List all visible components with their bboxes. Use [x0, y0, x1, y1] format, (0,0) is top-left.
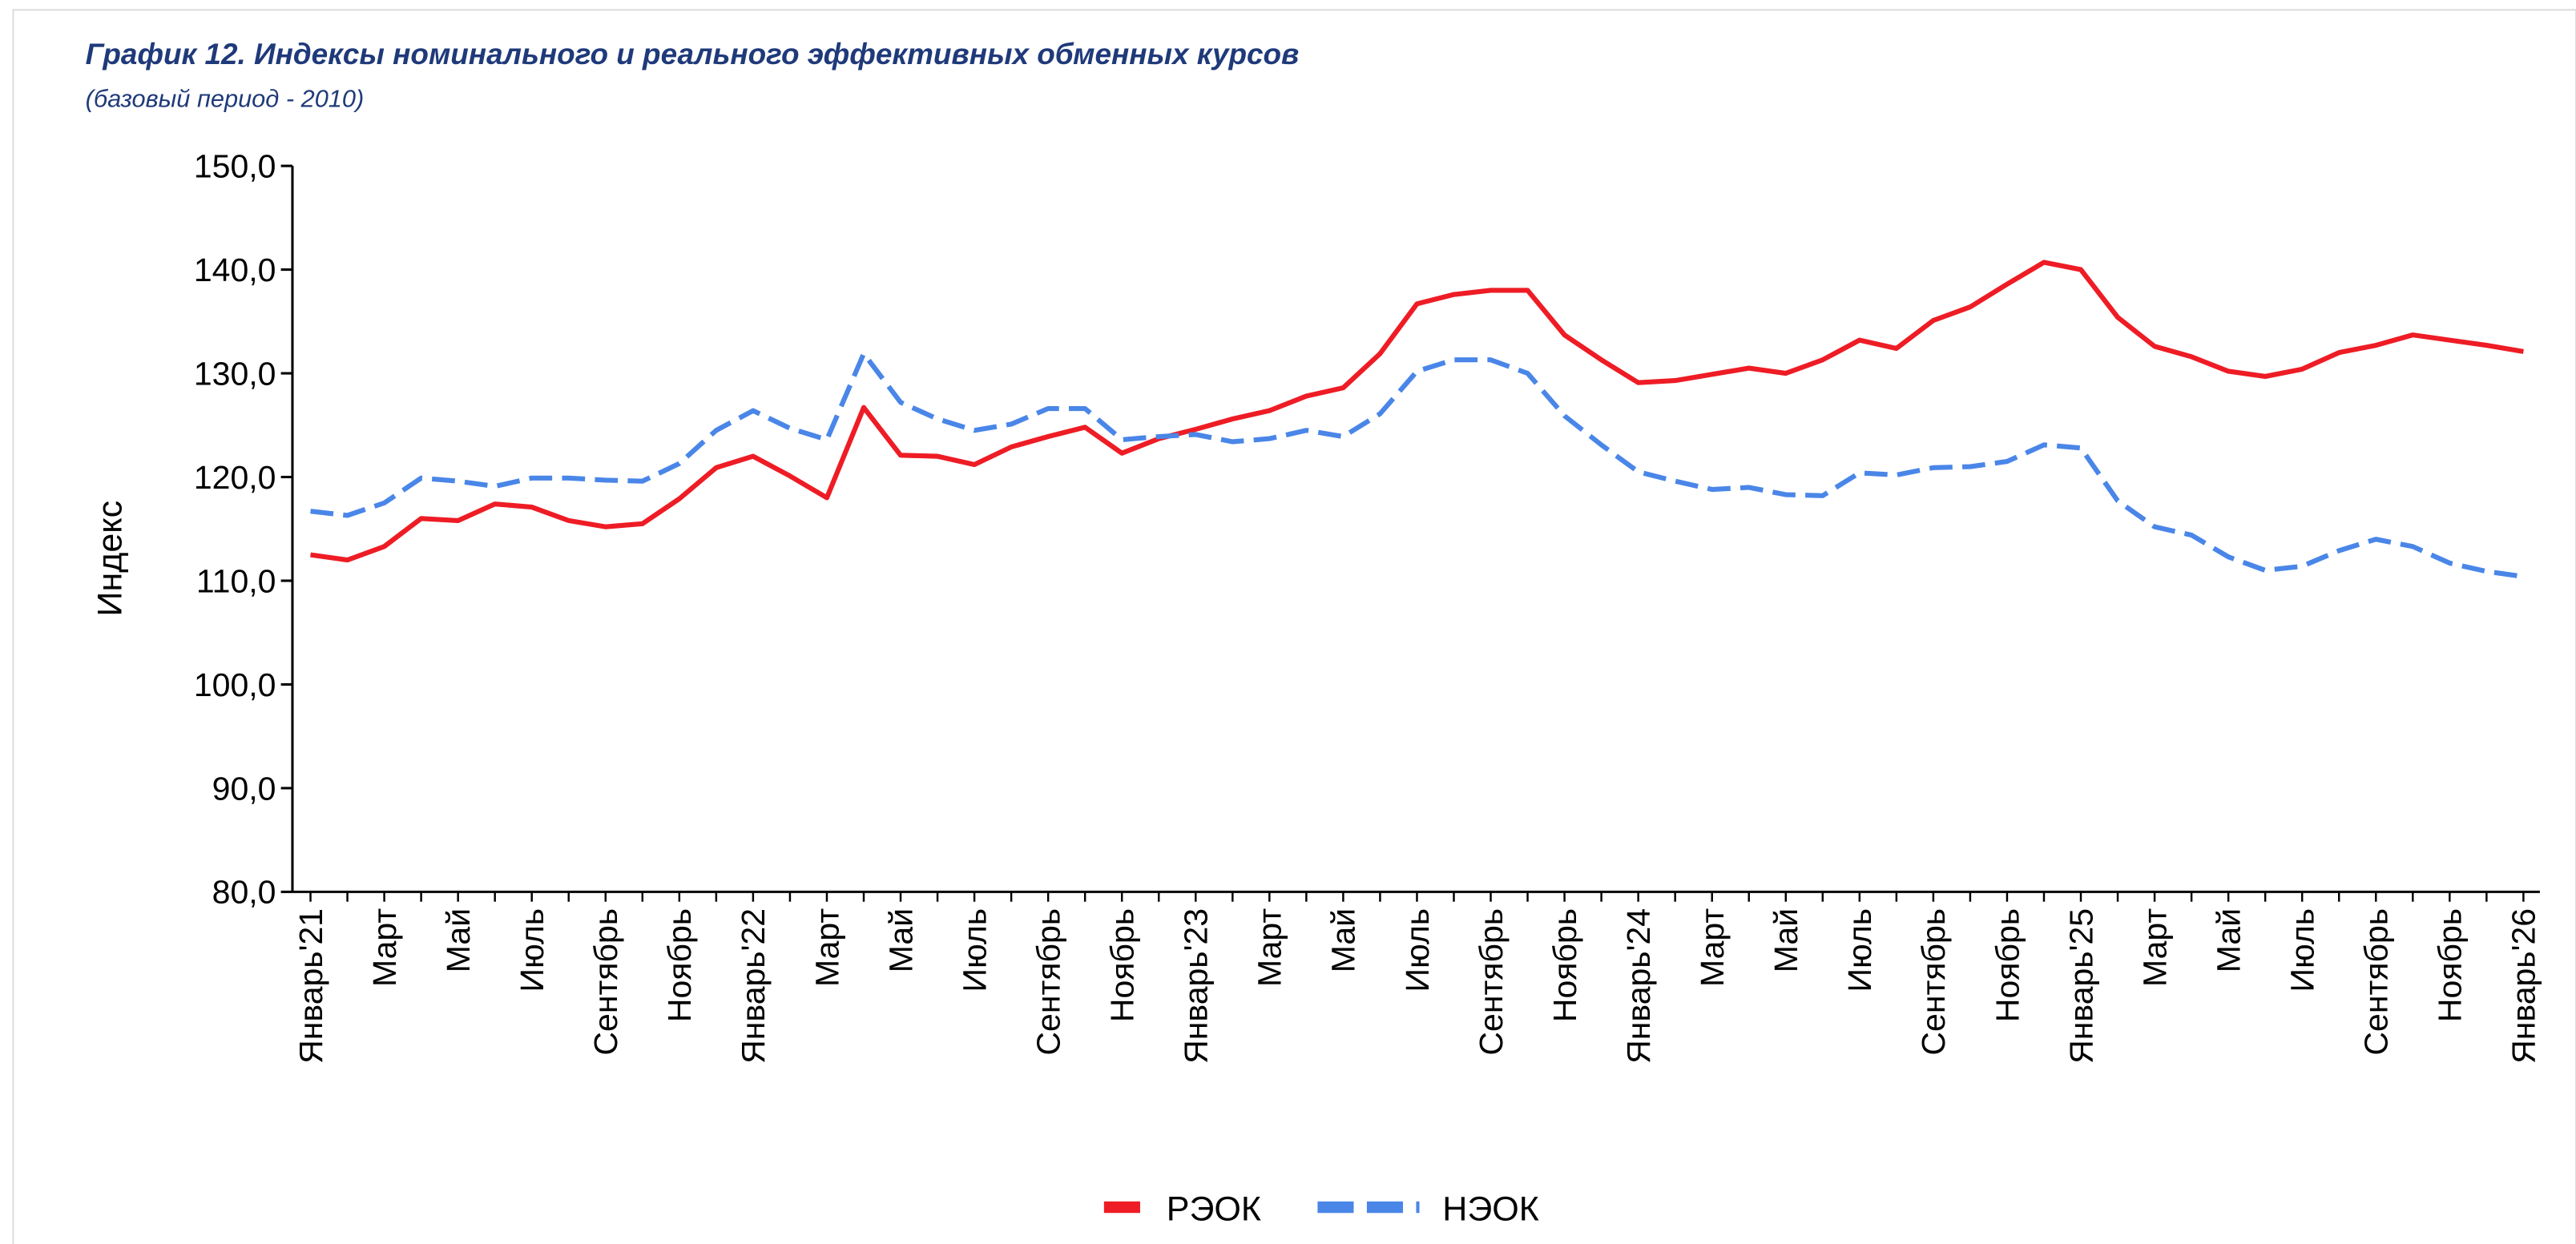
x-tick-label: Ноябрь [1104, 908, 1141, 1022]
legend-label: РЭОК [1167, 1190, 1261, 1228]
x-tick-label: Март [366, 908, 403, 987]
chart-title: График 12. Индексы номинального и реальн… [86, 38, 1300, 70]
x-tick-label: Январь'25 [2062, 908, 2099, 1064]
y-tick-label: 80,0 [212, 874, 276, 911]
x-tick-label: Ноябрь [1546, 908, 1583, 1022]
series-line [310, 351, 2524, 579]
x-tick-label: Январь'24 [1620, 908, 1657, 1064]
x-tick-label: Май [882, 908, 919, 972]
x-tick-label: Март [2136, 908, 2173, 987]
x-tick-label: Сентябрь [2358, 908, 2395, 1056]
x-tick-label: Март [1252, 908, 1288, 987]
y-tick-label: 110,0 [196, 562, 276, 599]
x-tick-label: Январь'23 [1178, 908, 1215, 1064]
x-tick-label: Март [1694, 908, 1731, 987]
x-tick-label: Ноябрь [661, 908, 698, 1022]
x-tick-label: Январь'21 [292, 908, 329, 1064]
x-tick-label: Июль [1399, 908, 1436, 992]
y-tick-label: 120,0 [194, 459, 276, 496]
series-line [310, 260, 2524, 563]
legend-label: НЭОК [1442, 1190, 1539, 1228]
y-tick-label: 140,0 [194, 252, 276, 288]
x-tick-label: Сентябрь [587, 908, 624, 1056]
x-tick-label: Июль [2284, 908, 2321, 992]
frame [12, 9, 2576, 1244]
x-tick-label: Январь'22 [735, 908, 772, 1064]
y-tick-label: 100,0 [194, 666, 276, 703]
y-tick-label: 150,0 [194, 147, 276, 184]
x-tick-label: Май [2210, 908, 2247, 972]
y-tick-label: 90,0 [212, 770, 276, 807]
x-tick-label: Июль [514, 908, 550, 992]
x-tick-label: Май [1768, 908, 1804, 972]
x-tick-label: Ноябрь [1989, 908, 2026, 1022]
chart-subtitle: (базовый период - 2010) [86, 84, 365, 112]
y-tick-label: 130,0 [194, 355, 276, 392]
y-axis-label: Индекс [91, 501, 130, 617]
x-tick-label: Март [808, 908, 845, 987]
x-tick-label: Июль [1841, 908, 1878, 992]
x-tick-label: Январь'26 [2505, 908, 2542, 1064]
x-tick-label: Май [440, 908, 477, 972]
x-tick-label: Сентябрь [1473, 908, 1510, 1056]
x-tick-label: Май [1325, 908, 1362, 972]
x-tick-label: Ноябрь [2432, 908, 2469, 1022]
x-tick-label: Сентябрь [1915, 908, 1952, 1056]
x-tick-label: Июль [956, 908, 993, 992]
x-tick-label: Сентябрь [1030, 908, 1066, 1056]
